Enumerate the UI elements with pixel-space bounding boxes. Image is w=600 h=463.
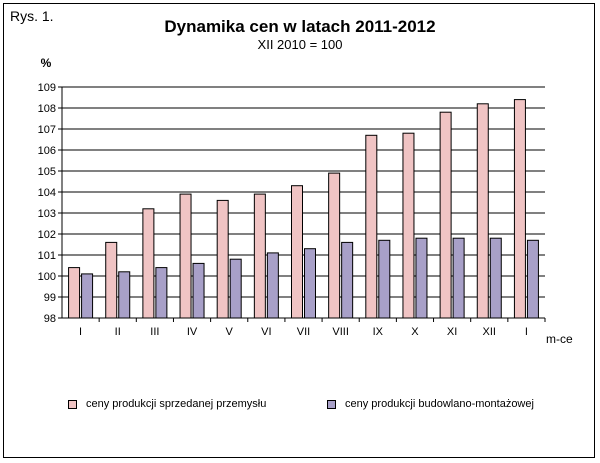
legend-item-industry: ceny produkcji sprzedanej przemysłu — [68, 398, 266, 410]
x-tick-label: VIII — [332, 326, 349, 338]
figure-label: Rys. 1. — [10, 8, 54, 24]
chart-title: Dynamika cen w latach 2011-2012 — [164, 17, 436, 36]
y-tick-label: 108 — [38, 103, 56, 115]
bar-construction-10 — [415, 237, 428, 319]
y-tick-label: 99 — [44, 292, 56, 304]
bar-industry-10 — [402, 132, 415, 319]
bar-industry-9 — [365, 134, 378, 319]
bar-industry-12 — [476, 103, 489, 319]
chart-subtitle: XII 2010 = 100 — [257, 37, 343, 52]
bar-industry-3 — [142, 208, 155, 319]
bar-industry-13 — [513, 99, 526, 319]
bar-industry-5 — [216, 199, 229, 319]
bar-construction-12 — [489, 237, 502, 319]
x-tick-label: X — [411, 326, 419, 338]
x-tick-label: III — [150, 326, 159, 338]
bar-industry-11 — [439, 111, 452, 319]
legend-label-construction: ceny produkcji budowlano-montażowej — [345, 398, 534, 410]
bar-construction-3 — [155, 267, 168, 319]
x-tick-label: IV — [187, 326, 198, 338]
x-axis-label: m-ce — [546, 332, 573, 346]
legend-item-construction: ceny produkcji budowlano-montażowej — [327, 398, 534, 410]
legend-swatch-industry — [68, 399, 77, 409]
bar-construction-2 — [118, 271, 131, 319]
y-tick-label: 105 — [38, 166, 56, 178]
bar-construction-1 — [81, 273, 94, 319]
y-tick-label: 98 — [44, 313, 56, 325]
y-tick-label: 106 — [38, 145, 56, 157]
bar-industry-1 — [68, 267, 81, 319]
x-tick-label: I — [79, 326, 82, 338]
bar-construction-8 — [341, 241, 354, 319]
grid-lines — [62, 86, 545, 298]
bar-construction-6 — [266, 252, 279, 319]
bar-industry-2 — [105, 241, 118, 319]
x-tick-label: I — [525, 326, 528, 338]
bar-construction-9 — [378, 239, 391, 319]
bar-industry-7 — [291, 185, 303, 319]
x-tick-label: IX — [373, 326, 384, 338]
axes — [58, 86, 546, 322]
bar-industry-8 — [328, 172, 341, 319]
y-tick-label: 100 — [38, 271, 56, 283]
bar-construction-13 — [526, 239, 539, 319]
bar-industry-4 — [179, 193, 192, 319]
x-tick-label: II — [115, 326, 121, 338]
y-axis-label: % — [41, 56, 52, 70]
legend-swatch-construction — [327, 399, 336, 409]
x-tick-label: VII — [297, 326, 310, 338]
x-tick-label: XII — [483, 326, 496, 338]
y-tick-label: 109 — [38, 82, 56, 94]
y-tick-label: 107 — [38, 124, 56, 136]
bar-industry-6 — [253, 193, 266, 319]
y-tick-label: 103 — [38, 208, 56, 220]
bar-construction-7 — [304, 248, 316, 319]
bar-construction-5 — [229, 258, 242, 319]
bar-construction-11 — [452, 237, 465, 319]
y-tick-label: 101 — [38, 250, 56, 262]
bars — [68, 99, 539, 319]
bar-construction-4 — [192, 262, 205, 319]
y-tick-label: 104 — [38, 187, 56, 199]
x-tick-label: XI — [447, 326, 457, 338]
x-tick-label: V — [226, 326, 234, 338]
x-tick-label: VI — [261, 326, 271, 338]
legend-label-industry: ceny produkcji sprzedanej przemysłu — [86, 398, 267, 410]
y-tick-label: 102 — [38, 229, 56, 241]
